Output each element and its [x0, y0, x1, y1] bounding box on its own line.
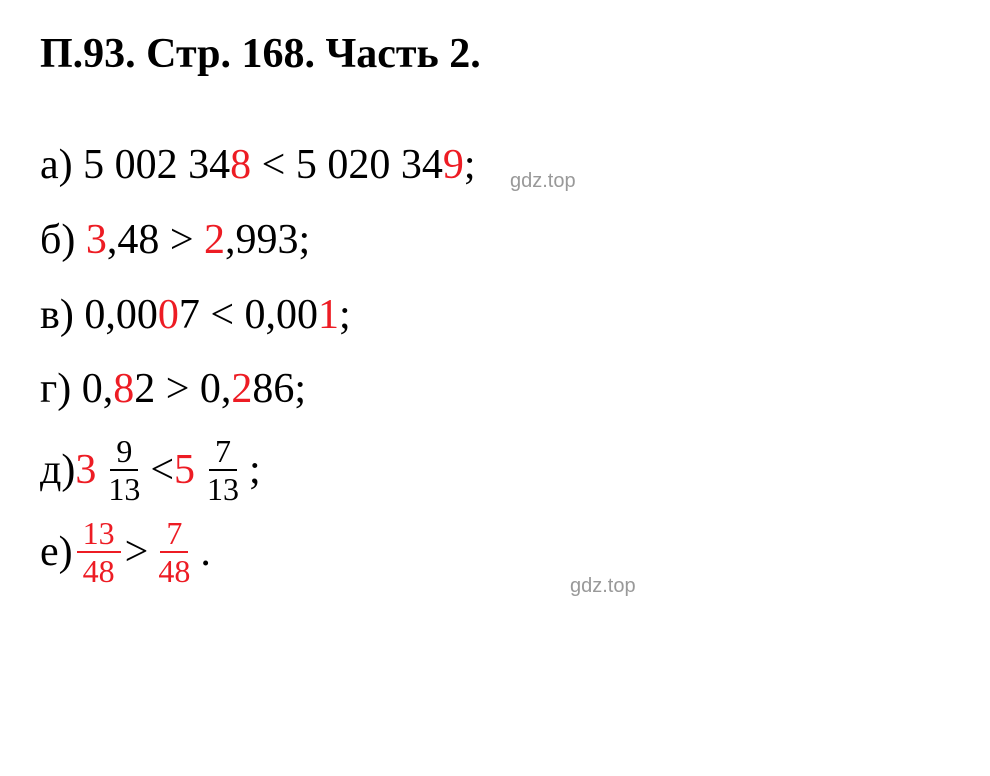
line-g: г) 0,82 > 0,286;: [40, 360, 950, 419]
b-right-red: 2: [204, 217, 225, 263]
e-end: .: [200, 531, 211, 573]
a-right-red: 9: [443, 142, 464, 188]
title-p-num: 93: [83, 31, 125, 77]
title-part-label: Часть: [325, 31, 449, 77]
v-label: в): [40, 292, 84, 338]
g-right-pre: 0,: [200, 366, 232, 412]
b-left-post: ,48: [107, 217, 160, 263]
b-right-post: ,993: [225, 217, 299, 263]
e-left-den: 48: [77, 553, 121, 587]
v-op: <: [200, 292, 245, 338]
line-v: в) 0,0007 < 0,001;: [40, 286, 950, 345]
d-right-mixed: 5 7 13: [174, 435, 249, 505]
e-left-num: 13: [77, 517, 121, 553]
g-label: г): [40, 366, 82, 412]
v-left-pre: 0,00: [84, 292, 158, 338]
a-right-pre: 5 020 34: [296, 142, 443, 188]
d-left-whole: 3: [75, 449, 96, 491]
e-right-den: 48: [152, 553, 196, 587]
watermark-2: gdz.top: [570, 575, 636, 598]
title-p-label: П.: [40, 31, 83, 77]
e-label: е): [40, 531, 73, 573]
d-right-den: 13: [201, 471, 245, 505]
line-e: е) 13 48 > 7 48 .: [40, 517, 950, 587]
d-right-whole: 5: [174, 449, 195, 491]
title-end: .: [470, 31, 481, 77]
g-left-post: 2: [134, 366, 155, 412]
title-part-num: 2: [449, 31, 470, 77]
problem-title: П.93. Стр. 168. Часть 2.: [40, 30, 950, 78]
a-label: а): [40, 142, 83, 188]
g-right-red: 2: [231, 366, 252, 412]
b-end: ;: [299, 217, 311, 263]
a-op: <: [251, 142, 296, 188]
line-a: а) 5 002 348 < 5 020 349;: [40, 136, 950, 195]
g-left-pre: 0,: [82, 366, 114, 412]
title-sep1: .: [125, 31, 146, 77]
v-left-red: 0: [158, 292, 179, 338]
title-sep2: .: [304, 31, 325, 77]
b-left-red: 3: [86, 217, 107, 263]
d-op: <: [150, 449, 174, 491]
e-right-num: 7: [160, 517, 188, 553]
g-op: >: [155, 366, 200, 412]
title-str-num: 168: [241, 31, 304, 77]
v-right-pre: 0,00: [245, 292, 319, 338]
e-right-fraction: 7 48: [152, 517, 196, 587]
b-op: >: [159, 217, 204, 263]
d-label: д): [40, 449, 75, 491]
e-left-fraction: 13 48: [77, 517, 121, 587]
title-str-label: Стр.: [146, 31, 241, 77]
d-left-num: 9: [110, 435, 138, 471]
g-left-red: 8: [113, 366, 134, 412]
v-right-red: 1: [318, 292, 339, 338]
d-left-mixed: 3 9 13: [75, 435, 150, 505]
v-end: ;: [339, 292, 351, 338]
v-left-post: 7: [179, 292, 200, 338]
d-right-num: 7: [209, 435, 237, 471]
a-end: ;: [464, 142, 476, 188]
d-right-fraction: 7 13: [201, 435, 245, 505]
d-left-den: 13: [102, 471, 146, 505]
e-op: >: [125, 531, 149, 573]
line-b: б) 3,48 > 2,993;: [40, 211, 950, 270]
watermark-1: gdz.top: [510, 170, 576, 193]
d-left-fraction: 9 13: [102, 435, 146, 505]
line-d: д) 3 9 13 < 5 7 13 ;: [40, 435, 950, 505]
a-left-red: 8: [230, 142, 251, 188]
g-end: ;: [294, 366, 306, 412]
d-end: ;: [249, 449, 261, 491]
g-right-post: 86: [252, 366, 294, 412]
b-label: б): [40, 217, 86, 263]
a-left-pre: 5 002 34: [83, 142, 230, 188]
